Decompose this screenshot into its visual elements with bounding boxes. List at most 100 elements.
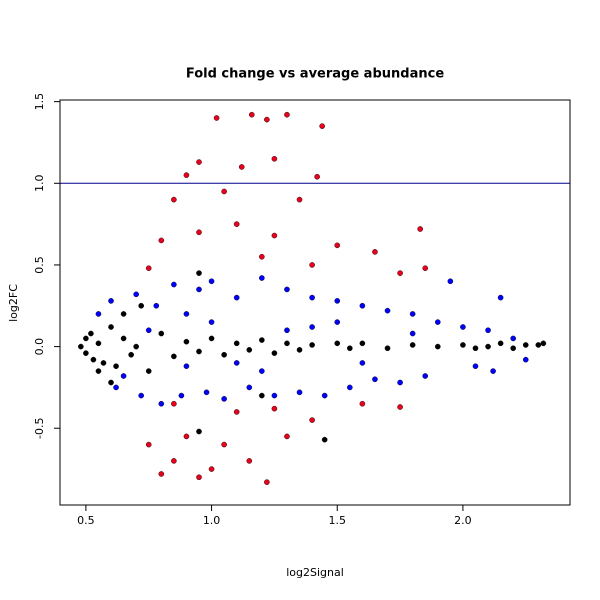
point [145, 327, 152, 334]
point [171, 400, 177, 407]
point [359, 302, 366, 309]
point [259, 253, 265, 260]
point [196, 270, 202, 276]
point [510, 335, 516, 342]
point [113, 363, 119, 369]
point [259, 368, 265, 374]
point [145, 368, 152, 374]
point [108, 379, 114, 386]
point [347, 345, 353, 352]
point [113, 384, 119, 391]
point [208, 466, 215, 472]
point [334, 242, 341, 249]
point [284, 111, 290, 118]
point [409, 311, 416, 317]
point [309, 342, 315, 348]
point [397, 270, 403, 276]
point [309, 262, 315, 268]
point [485, 327, 491, 334]
point [372, 376, 378, 383]
plot-frame [59, 99, 571, 506]
point [196, 229, 202, 236]
point [158, 400, 165, 407]
point [296, 389, 303, 396]
point [510, 345, 516, 352]
point [284, 327, 290, 334]
point [208, 319, 215, 325]
point [535, 342, 542, 348]
point [196, 474, 202, 481]
x-tick-label: 1.5 [328, 514, 346, 527]
point [196, 428, 202, 435]
point [203, 389, 210, 396]
point [284, 340, 290, 347]
point [221, 396, 227, 402]
point [284, 286, 290, 293]
point [540, 340, 547, 347]
point [248, 111, 255, 118]
point [384, 345, 391, 352]
point [472, 345, 479, 352]
point [522, 342, 529, 348]
point [497, 340, 504, 347]
point [171, 353, 177, 360]
y-tick-label: -0.5 [33, 418, 46, 439]
point [460, 342, 466, 348]
point [208, 335, 215, 342]
point [183, 433, 190, 440]
point [196, 286, 202, 293]
point [271, 155, 278, 162]
point [221, 441, 227, 448]
y-tick-label: 0.5 [33, 256, 46, 274]
point [221, 188, 227, 195]
point [321, 392, 328, 399]
point [145, 441, 152, 448]
x-tick-label: 0.5 [77, 514, 95, 527]
point [334, 298, 341, 304]
point [460, 324, 466, 330]
point [522, 356, 529, 363]
point [347, 384, 353, 391]
point [83, 350, 89, 356]
point [397, 379, 403, 386]
point [138, 392, 144, 399]
point [158, 237, 165, 244]
point [171, 281, 177, 288]
y-tick-label: 0.0 [33, 338, 46, 356]
point [183, 172, 190, 178]
point [78, 343, 84, 350]
point [246, 384, 253, 391]
point [133, 343, 139, 350]
point [309, 417, 315, 423]
point [485, 343, 491, 350]
point [384, 307, 391, 314]
point [158, 471, 165, 477]
point [271, 350, 278, 356]
point [233, 294, 240, 301]
x-axis-label: log2Signal [286, 566, 344, 579]
point [372, 249, 378, 255]
point [108, 298, 114, 304]
y-axis-label: log2FC [7, 284, 20, 322]
point [321, 436, 328, 443]
point [397, 404, 403, 410]
x-tick-label: 1.0 [203, 514, 221, 527]
point [95, 311, 102, 317]
point [309, 324, 315, 330]
point [359, 360, 366, 366]
y-tick-label: 1.0 [33, 175, 46, 193]
point [314, 173, 320, 180]
point [108, 324, 114, 330]
point [196, 348, 202, 355]
point [233, 360, 240, 366]
point [319, 123, 325, 129]
point [334, 340, 341, 347]
point [128, 351, 134, 358]
point [417, 226, 423, 232]
point [434, 319, 441, 325]
point [183, 338, 190, 345]
point [208, 278, 215, 285]
point [259, 392, 265, 399]
point [359, 400, 366, 407]
